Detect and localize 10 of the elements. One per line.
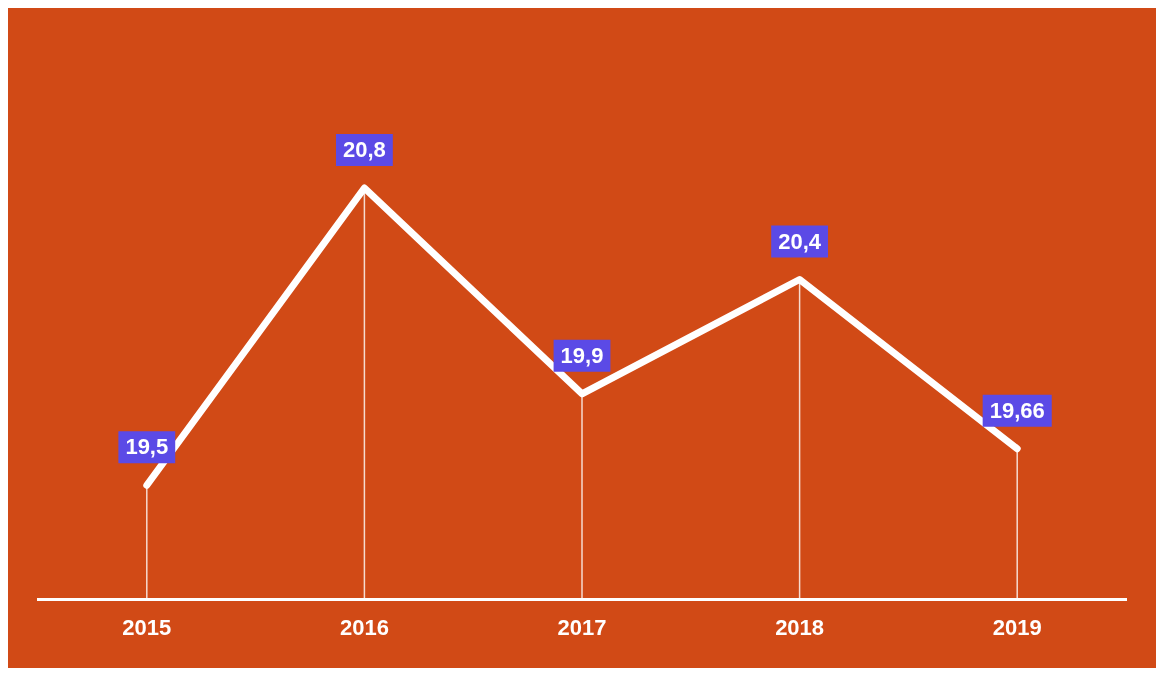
data-label: 19,5 bbox=[125, 434, 169, 460]
x-tick-label: 2017 bbox=[557, 614, 607, 640]
data-label: 19,66 bbox=[989, 397, 1045, 423]
x-tick-label: 2015 bbox=[122, 614, 172, 640]
x-tick-label: 2016 bbox=[339, 614, 389, 640]
data-label: 20,4 bbox=[778, 228, 822, 254]
data-label: 20,8 bbox=[342, 137, 386, 163]
x-tick-label: 2019 bbox=[992, 614, 1042, 640]
data-label: 19,9 bbox=[560, 342, 604, 368]
x-tick-label: 2018 bbox=[775, 614, 825, 640]
